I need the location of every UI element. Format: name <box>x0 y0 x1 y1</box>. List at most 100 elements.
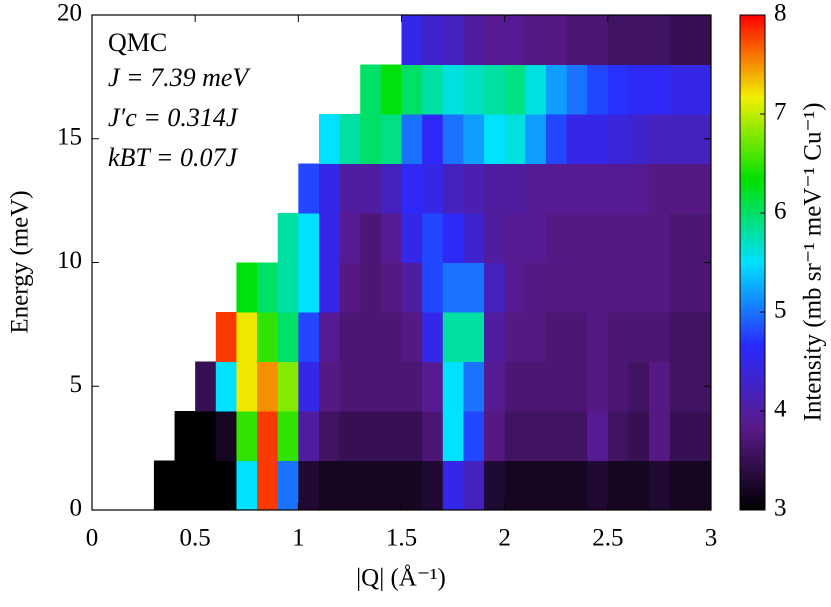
heat-cell <box>401 163 423 214</box>
heat-cell <box>504 262 526 313</box>
heat-cell <box>442 114 464 164</box>
heat-cell <box>525 213 547 263</box>
heat-cell <box>236 262 258 313</box>
heat-cell <box>566 213 588 263</box>
heat-cell <box>504 15 526 65</box>
heat-cell <box>628 163 650 214</box>
heat-cell <box>195 411 217 461</box>
x-tick-label: 0.5 <box>180 525 211 552</box>
heat-cell <box>587 15 609 65</box>
heat-cell <box>215 460 237 511</box>
heat-cell <box>628 312 650 362</box>
heat-cell <box>649 460 671 511</box>
heat-cell <box>360 312 382 362</box>
heat-cell <box>380 460 402 511</box>
heat-cell <box>298 262 320 313</box>
heat-cell <box>360 163 382 214</box>
heat-cell <box>587 213 609 263</box>
heat-cell <box>463 15 485 65</box>
heat-cell <box>298 163 320 214</box>
colorbar-tick-label: 7 <box>774 99 787 126</box>
heat-cell <box>607 163 629 214</box>
heat-cell <box>525 411 547 461</box>
heat-cell <box>587 262 609 313</box>
colorbar <box>739 14 766 511</box>
heat-cell <box>360 262 382 313</box>
heat-cell <box>442 163 464 214</box>
heat-cell <box>422 213 444 263</box>
heat-cell <box>277 213 299 263</box>
heat-cell <box>442 15 464 65</box>
heat-cell <box>257 411 279 461</box>
heat-cell <box>587 163 609 214</box>
heat-cell <box>669 64 691 115</box>
colorbar-label: Intensity (mb sr⁻¹ meV⁻¹ Cu⁻¹) <box>800 103 827 422</box>
heat-cell <box>690 213 712 263</box>
heat-cell <box>318 312 341 362</box>
heat-cell <box>339 361 361 412</box>
heat-cell <box>607 460 629 511</box>
heat-cell <box>422 262 444 313</box>
heat-cell <box>463 114 485 164</box>
heat-cell <box>669 213 691 263</box>
heat-cell <box>649 213 671 263</box>
heat-cell <box>463 64 485 115</box>
annotation: kBT = 0.07J <box>108 143 238 172</box>
heat-cell <box>339 411 361 461</box>
heat-cell <box>587 460 609 511</box>
heat-cell <box>422 163 444 214</box>
heat-cell <box>669 312 691 362</box>
y-tick-label: 20 <box>57 0 82 27</box>
heat-cell <box>504 213 526 263</box>
annotation: QMC <box>108 28 167 57</box>
heat-cell <box>545 361 568 412</box>
heat-cell <box>607 15 629 65</box>
heat-cell <box>298 460 320 511</box>
heat-cell <box>525 15 547 65</box>
y-tick-label: 0 <box>70 495 83 522</box>
heat-cell <box>690 163 712 214</box>
heat-cell <box>463 213 485 263</box>
heat-cell <box>525 361 547 412</box>
y-tick-label: 10 <box>57 247 82 274</box>
heat-cell <box>690 312 712 362</box>
annotation: J′c = 0.314J <box>108 103 239 132</box>
heat-cell <box>607 114 629 164</box>
heat-cell <box>649 262 671 313</box>
heat-cell <box>195 361 217 412</box>
heat-cell <box>318 213 341 263</box>
heat-cell <box>236 361 258 412</box>
colorbar-tick-label: 4 <box>774 396 787 423</box>
heat-cell <box>153 460 176 511</box>
heat-cell <box>504 163 526 214</box>
heat-cell <box>525 163 547 214</box>
heat-cell <box>566 460 588 511</box>
heat-cell <box>236 312 258 362</box>
x-tick-label: 0 <box>86 525 99 552</box>
heat-cell <box>545 262 568 313</box>
annotation: J = 7.39 meV <box>108 63 251 92</box>
heat-cell <box>257 460 279 511</box>
heat-cell <box>690 361 712 412</box>
heat-cell <box>401 15 423 65</box>
heat-cell <box>442 460 464 511</box>
colorbar-tick-label: 6 <box>774 198 787 225</box>
heat-cell <box>690 114 712 164</box>
heat-cell <box>298 312 320 362</box>
heat-cell <box>195 460 217 511</box>
heat-cell <box>360 114 382 164</box>
heat-cell <box>277 411 299 461</box>
heat-cell <box>566 114 588 164</box>
heat-cell <box>339 213 361 263</box>
heat-cell <box>628 64 650 115</box>
heat-cell <box>649 163 671 214</box>
heat-cell <box>607 213 629 263</box>
heat-cell <box>298 213 320 263</box>
heat-cell <box>484 312 506 362</box>
heat-cell <box>339 114 361 164</box>
heat-cell <box>607 312 629 362</box>
heat-cell <box>649 114 671 164</box>
heat-cell <box>380 411 402 461</box>
heat-cell <box>545 312 568 362</box>
